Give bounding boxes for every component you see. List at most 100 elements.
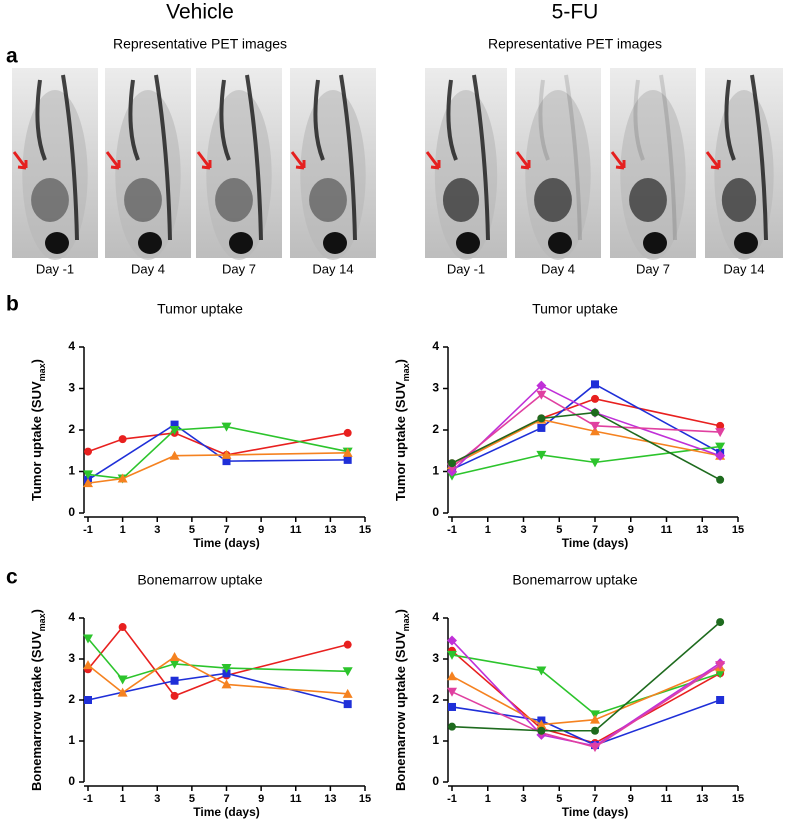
x-tick-label: 3 [520, 524, 526, 536]
data-point [343, 700, 352, 709]
pet-organ [124, 178, 162, 222]
tumor-arrow [12, 151, 28, 170]
y-axis-label-part: Bonemarrow uptake (SUV [393, 631, 408, 791]
x-tick-label: -1 [83, 524, 93, 536]
data-point [118, 623, 127, 632]
data-point [537, 423, 546, 432]
data-point [715, 661, 726, 671]
pet-bladder [456, 232, 480, 254]
x-tick-label: 7 [223, 524, 229, 536]
x-tick-label: 15 [359, 793, 371, 805]
y-axis-label-part: ) [29, 359, 44, 363]
data-point [536, 666, 547, 676]
pet-bladder [643, 232, 667, 254]
data-point [590, 714, 600, 724]
pet-bladder [45, 232, 69, 254]
data-point [448, 722, 456, 731]
y-tick-label: 0 [432, 774, 439, 788]
series-line [87, 637, 348, 681]
x-axis-label: Time (days) [193, 805, 259, 819]
data-point [342, 688, 353, 698]
data-point [715, 669, 726, 679]
data-point [222, 669, 231, 678]
data-point [447, 635, 457, 646]
pet-vessel [538, 74, 582, 241]
y-tick-label: 1 [68, 733, 75, 747]
data-point [169, 659, 180, 669]
data-point [536, 450, 547, 460]
chart-title: Bonemarrow uptake [512, 572, 638, 588]
y-axis-label-part: Bonemarrow uptake (SUV [29, 631, 44, 791]
x-tick-label: 9 [258, 793, 264, 805]
data-point [447, 650, 457, 660]
tumor-arrow [610, 151, 626, 170]
data-point [590, 458, 600, 468]
pet-vessel [128, 74, 172, 241]
series-line [451, 621, 721, 732]
day-label: Day -1 [36, 261, 74, 276]
y-axis-label-part: max [401, 363, 411, 381]
x-tick-label: 9 [258, 524, 264, 536]
y-axis-label: Tumor uptake (SUVmax) [29, 359, 47, 501]
x-tick-label: 3 [520, 793, 526, 805]
series-line [451, 445, 721, 477]
x-axis-label: Time (days) [193, 536, 259, 550]
y-tick-label: 4 [432, 610, 439, 624]
y-tick-label: 0 [432, 505, 439, 519]
pet-image [12, 68, 98, 260]
day-label: Day -1 [447, 261, 485, 276]
day-label: Day 4 [131, 261, 165, 276]
x-axis-label: Time (days) [562, 536, 628, 550]
series-line [451, 383, 721, 471]
series-line [87, 625, 348, 697]
data-point [590, 743, 600, 753]
data-point [342, 667, 353, 677]
pet-organ [629, 178, 667, 222]
data-point [343, 640, 352, 649]
y-axis-label: Bonemarrow uptake (SUVmax) [393, 609, 411, 791]
data-point [715, 442, 726, 452]
x-tick-label: 13 [324, 524, 336, 536]
data-point [447, 687, 457, 697]
data-point [170, 420, 179, 429]
pet-image [196, 68, 282, 260]
x-tick-label: 7 [592, 793, 598, 805]
x-tick-label: 1 [485, 524, 491, 536]
data-point [448, 702, 456, 711]
data-point [84, 447, 92, 456]
series-line [451, 650, 721, 744]
pet-image [705, 68, 783, 260]
data-point [170, 691, 179, 700]
pet-vessel [446, 74, 490, 241]
y-tick-label: 0 [68, 505, 75, 519]
pet-image [105, 68, 191, 260]
day-label: Day 7 [636, 261, 670, 276]
data-point [221, 679, 232, 689]
pet-organ [534, 178, 572, 222]
heading: Vehicle [166, 1, 234, 24]
data-point [221, 422, 232, 432]
pet-organ [309, 178, 347, 222]
pet-bladder [138, 232, 162, 254]
data-point [715, 450, 726, 461]
pet-bladder [229, 232, 253, 254]
panel-letter: a [6, 45, 18, 68]
y-tick-label: 4 [68, 610, 75, 624]
y-axis-label-part: ) [393, 359, 408, 363]
pet-organ [721, 178, 757, 222]
data-point [716, 696, 725, 704]
pet-image [610, 68, 696, 260]
pet-vessel [35, 74, 79, 241]
pet-image [425, 68, 507, 260]
series-line [451, 666, 721, 726]
y-axis-label-part: Tumor uptake (SUV [393, 381, 408, 501]
tumor-arrow [515, 151, 531, 170]
series-line [451, 411, 721, 481]
tumor-arrow [290, 151, 306, 170]
y-tick-label: 3 [68, 381, 75, 395]
x-tick-label: 13 [696, 793, 708, 805]
x-tick-label: 9 [628, 793, 634, 805]
x-tick-label: 5 [556, 524, 562, 536]
